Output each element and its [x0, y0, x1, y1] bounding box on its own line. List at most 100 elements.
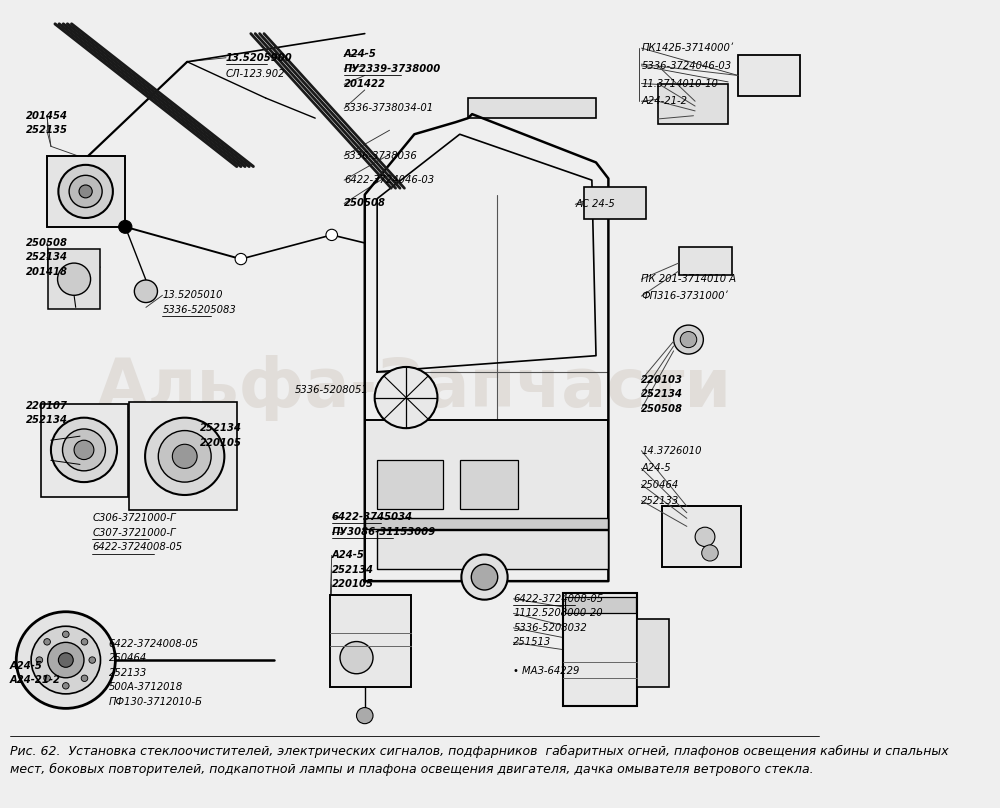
Circle shape — [44, 638, 50, 645]
Text: С306-3721000-Г: С306-3721000-Г — [92, 513, 176, 524]
Bar — [563, 593, 637, 706]
Text: 250508: 250508 — [641, 404, 683, 414]
Circle shape — [158, 431, 211, 482]
Circle shape — [471, 564, 498, 590]
Circle shape — [674, 325, 703, 354]
Circle shape — [69, 175, 102, 208]
Text: 6422-3724046-03: 6422-3724046-03 — [344, 175, 434, 185]
Text: С307-3721000-Г: С307-3721000-Г — [92, 528, 176, 538]
Circle shape — [357, 708, 373, 724]
Text: АС 24-5: АС 24-5 — [575, 200, 615, 209]
Text: 11.3714010-10: 11.3714010-10 — [641, 78, 718, 89]
Circle shape — [58, 263, 91, 295]
Circle shape — [680, 331, 697, 347]
Text: 5336-3738036: 5336-3738036 — [344, 151, 418, 161]
Text: A24-5: A24-5 — [332, 550, 365, 561]
Bar — [662, 507, 741, 566]
Bar — [565, 597, 636, 613]
Text: 5336-3738034-01: 5336-3738034-01 — [344, 103, 434, 113]
Circle shape — [36, 657, 43, 663]
Text: СЛ-123.902: СЛ-123.902 — [226, 69, 286, 79]
Circle shape — [81, 675, 88, 681]
Text: 6422-3724008-05: 6422-3724008-05 — [109, 639, 199, 649]
Circle shape — [235, 254, 247, 265]
Text: 220105: 220105 — [332, 579, 374, 589]
Text: 6422-3724008-05: 6422-3724008-05 — [513, 594, 604, 604]
Circle shape — [134, 280, 157, 302]
Circle shape — [340, 642, 373, 674]
Bar — [48, 249, 100, 309]
Text: 201422: 201422 — [344, 79, 386, 90]
Text: 252134: 252134 — [332, 565, 374, 574]
Text: ПК142Б-3714000ʹ: ПК142Б-3714000ʹ — [641, 43, 733, 53]
Bar — [47, 156, 125, 227]
Circle shape — [79, 185, 92, 198]
Text: 252134: 252134 — [200, 423, 242, 433]
Circle shape — [172, 444, 197, 469]
Bar — [41, 404, 128, 497]
Text: A24-5: A24-5 — [641, 464, 671, 473]
Text: 6422-3745034: 6422-3745034 — [332, 511, 413, 522]
Circle shape — [702, 545, 718, 561]
Circle shape — [51, 418, 117, 482]
Text: 201454: 201454 — [26, 111, 68, 120]
Circle shape — [326, 229, 338, 241]
Circle shape — [695, 527, 715, 546]
Text: 13.5205900: 13.5205900 — [226, 53, 293, 63]
Circle shape — [63, 429, 105, 471]
Bar — [738, 54, 800, 96]
Text: 13.5205010: 13.5205010 — [162, 290, 223, 301]
Text: ПУ2339-3738000: ПУ2339-3738000 — [344, 64, 441, 74]
Text: 6422-3724008-05: 6422-3724008-05 — [92, 542, 182, 553]
Bar — [468, 98, 596, 118]
Circle shape — [58, 653, 73, 667]
Bar — [637, 619, 669, 688]
Text: 14.3726010: 14.3726010 — [641, 446, 702, 456]
Circle shape — [145, 418, 224, 495]
Text: A24-21-2: A24-21-2 — [641, 96, 687, 106]
Circle shape — [63, 683, 69, 689]
Text: 250464: 250464 — [641, 479, 680, 490]
Text: ПК 201-3714010 А: ПК 201-3714010 А — [641, 274, 737, 284]
Circle shape — [81, 638, 88, 645]
Circle shape — [58, 165, 113, 218]
Bar — [377, 461, 443, 509]
Text: 252135: 252135 — [26, 125, 68, 135]
Text: ПФ130-3712010-Б: ПФ130-3712010-Б — [109, 697, 203, 707]
Circle shape — [48, 642, 84, 678]
Bar — [460, 461, 518, 509]
Bar — [679, 247, 732, 276]
Text: 252133: 252133 — [109, 668, 147, 678]
Text: 220107: 220107 — [26, 401, 68, 410]
Text: 251513: 251513 — [513, 638, 552, 647]
Text: A24-5: A24-5 — [344, 48, 377, 59]
Circle shape — [16, 612, 115, 709]
Text: 1112.5208000-20: 1112.5208000-20 — [513, 608, 603, 618]
Text: A24-21-2: A24-21-2 — [10, 675, 61, 685]
Text: 201418: 201418 — [26, 267, 68, 277]
Bar — [584, 187, 646, 219]
Circle shape — [119, 221, 132, 234]
Bar — [377, 530, 608, 569]
Bar — [658, 83, 728, 124]
Text: 5336-5208051: 5336-5208051 — [295, 385, 368, 394]
Text: 250464: 250464 — [109, 654, 147, 663]
Text: 500А-3712018: 500А-3712018 — [109, 683, 183, 692]
Text: 220103: 220103 — [641, 375, 683, 385]
Bar — [365, 420, 608, 521]
Circle shape — [375, 367, 437, 428]
Bar — [330, 595, 411, 688]
Circle shape — [63, 631, 69, 638]
Circle shape — [74, 440, 94, 460]
Circle shape — [461, 554, 508, 600]
Text: 252133: 252133 — [641, 495, 680, 506]
Text: 5336-5208032: 5336-5208032 — [513, 623, 587, 633]
Text: 252134: 252134 — [26, 415, 68, 425]
Bar — [365, 518, 608, 528]
Text: 252134: 252134 — [26, 252, 68, 263]
Text: A24-5: A24-5 — [10, 661, 43, 671]
Text: • МАЗ-64229: • МАЗ-64229 — [513, 667, 580, 676]
Circle shape — [89, 657, 96, 663]
Text: 5336-5205083: 5336-5205083 — [162, 305, 236, 315]
Text: мест, боковых повторителей, подкапотной лампы и плафона освещения двигателя, дач: мест, боковых повторителей, подкапотной … — [10, 763, 813, 776]
